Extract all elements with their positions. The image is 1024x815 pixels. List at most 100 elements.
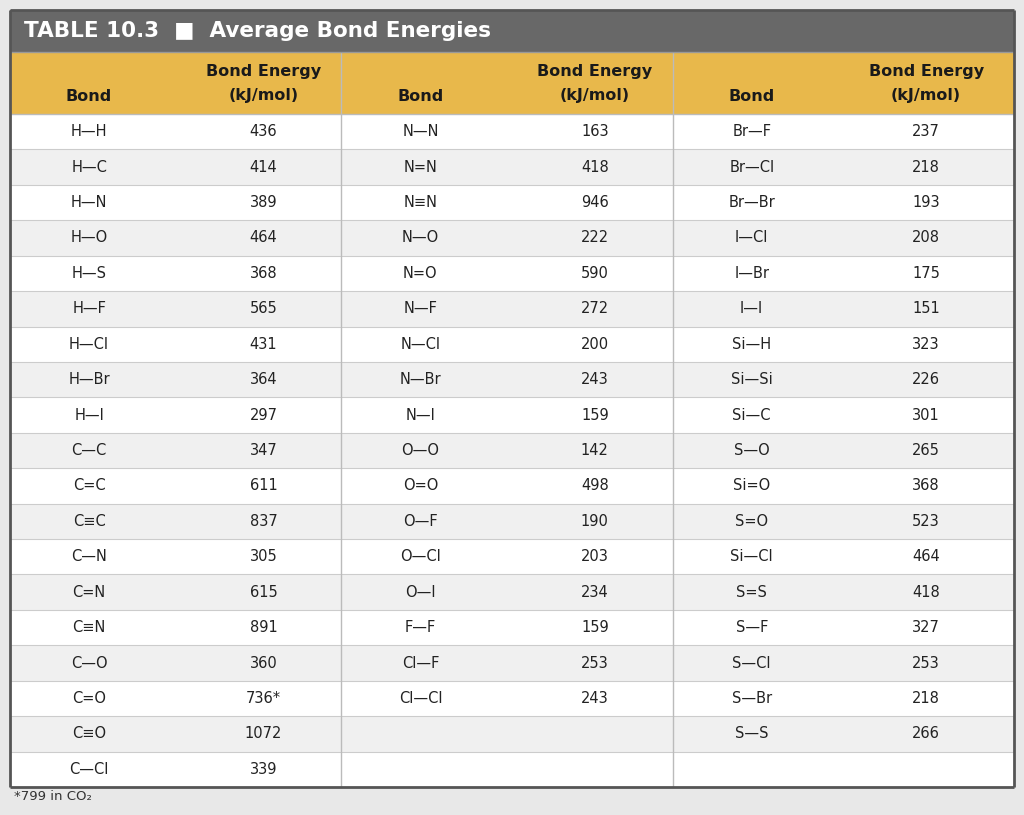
Text: 200: 200 [581,337,609,352]
Text: I—I: I—I [740,302,763,316]
Text: 190: 190 [581,513,608,529]
Text: 418: 418 [581,160,608,174]
Text: O=O: O=O [402,478,438,493]
Text: 272: 272 [581,302,609,316]
Text: 418: 418 [912,584,940,600]
Text: N=O: N=O [403,266,437,281]
Text: 159: 159 [581,620,608,635]
Text: Bond: Bond [66,89,113,104]
Text: N—Br: N—Br [399,372,441,387]
Text: 175: 175 [912,266,940,281]
Text: 305: 305 [250,549,278,564]
Text: 891: 891 [250,620,278,635]
Bar [10,398,1014,433]
Text: 431: 431 [250,337,278,352]
Text: N≡N: N≡N [403,195,437,210]
Bar [10,433,1014,468]
Text: 360: 360 [250,655,278,671]
Bar [10,52,1014,114]
Text: O—I: O—I [406,584,435,600]
Text: 464: 464 [250,231,278,245]
Text: O—Cl: O—Cl [400,549,440,564]
Text: Si—Cl: Si—Cl [730,549,773,564]
Bar [10,575,1014,610]
Text: 1072: 1072 [245,726,283,742]
Text: I—Br: I—Br [734,266,769,281]
Text: 565: 565 [250,302,278,316]
Text: N—Cl: N—Cl [400,337,440,352]
Text: Si—H: Si—H [732,337,771,352]
Text: Cl—F: Cl—F [401,655,439,671]
Bar [10,220,1014,256]
Bar [10,291,1014,327]
Bar [10,362,1014,398]
Text: H—H: H—H [71,124,108,139]
Text: 615: 615 [250,584,278,600]
Text: 243: 243 [581,691,608,706]
Text: N=N: N=N [403,160,437,174]
Text: C—C: C—C [72,443,106,458]
Text: 222: 222 [581,231,609,245]
Bar [10,10,1014,52]
Text: 364: 364 [250,372,278,387]
Text: S—Cl: S—Cl [732,655,771,671]
Text: S=S: S=S [736,584,767,600]
Text: Si—Si: Si—Si [731,372,772,387]
Text: S—S: S—S [735,726,768,742]
Text: 498: 498 [581,478,608,493]
Text: F—F: F—F [404,620,436,635]
Text: *799 in CO₂: *799 in CO₂ [14,791,92,804]
Bar [10,149,1014,185]
Text: C=O: C=O [72,691,106,706]
Text: C—O: C—O [71,655,108,671]
Text: 590: 590 [581,266,608,281]
Text: 142: 142 [581,443,608,458]
Text: 327: 327 [912,620,940,635]
Text: Bond: Bond [397,89,443,104]
Text: N—I: N—I [406,408,435,423]
Text: C=C: C=C [73,478,105,493]
Text: H—O: H—O [71,231,108,245]
Text: H—F: H—F [72,302,106,316]
Text: (kJ/mol): (kJ/mol) [228,88,299,103]
Text: 347: 347 [250,443,278,458]
Text: Bond: Bond [729,89,775,104]
Text: 234: 234 [581,584,608,600]
Text: O—O: O—O [401,443,439,458]
Text: 837: 837 [250,513,278,529]
Bar [10,681,1014,716]
Text: Bond Energy: Bond Energy [206,64,322,79]
Text: (kJ/mol): (kJ/mol) [560,88,630,103]
Text: S—O: S—O [734,443,770,458]
Text: C≡C: C≡C [73,513,105,529]
Bar [10,716,1014,751]
Text: 163: 163 [581,124,608,139]
Text: Br—F: Br—F [732,124,771,139]
Text: C≡N: C≡N [73,620,105,635]
Bar [10,504,1014,539]
Text: 203: 203 [581,549,608,564]
Text: 611: 611 [250,478,278,493]
Bar [10,185,1014,220]
Text: N—F: N—F [403,302,437,316]
Text: 265: 265 [912,443,940,458]
Text: 151: 151 [912,302,940,316]
Text: I—Cl: I—Cl [735,231,768,245]
Text: Cl—Cl: Cl—Cl [398,691,442,706]
Text: H—Cl: H—Cl [69,337,110,352]
Text: H—N: H—N [71,195,108,210]
Text: 226: 226 [912,372,940,387]
Text: S=O: S=O [735,513,768,529]
Text: C—N: C—N [71,549,106,564]
Bar [10,645,1014,681]
Text: 253: 253 [581,655,608,671]
Text: TABLE 10.3  ■  Average Bond Energies: TABLE 10.3 ■ Average Bond Energies [24,21,490,41]
Text: H—Br: H—Br [69,372,110,387]
Bar [10,256,1014,291]
Text: H—C: H—C [71,160,106,174]
Text: 368: 368 [250,266,278,281]
Text: C=N: C=N [73,584,105,600]
Text: 339: 339 [250,762,278,777]
Text: 297: 297 [250,408,278,423]
Text: H—S: H—S [72,266,106,281]
